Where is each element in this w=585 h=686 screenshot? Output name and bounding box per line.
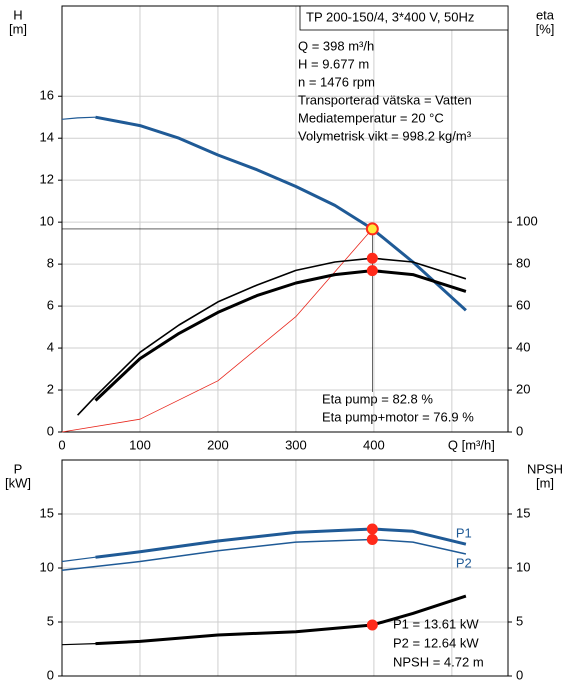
curve [95, 527, 467, 559]
y-tick-label: 16 [40, 88, 54, 103]
op-point [365, 222, 379, 236]
op-point [366, 265, 378, 277]
plot-frame [61, 459, 509, 677]
x-axis-label: Q [m³/h] [448, 437, 495, 452]
curve [61, 116, 96, 120]
annotation: P1 = 13.61 kW [393, 616, 479, 631]
op-point [366, 252, 378, 264]
annotation: Eta pump+motor = 76.9 % [322, 409, 474, 424]
op-point [366, 533, 378, 545]
y-tick-label: 0 [47, 423, 54, 438]
curve [77, 257, 467, 416]
x-tick-label: 400 [363, 437, 385, 452]
plot-frame [61, 5, 509, 433]
annotation: P2 = 12.64 kW [393, 635, 479, 650]
y-tick-label: 12 [40, 172, 54, 187]
y-tick-label: 0 [47, 667, 54, 682]
y2-tick-label: 5 [516, 613, 523, 628]
y-axis-title: P [14, 461, 23, 476]
y-tick-label: 2 [47, 381, 54, 396]
curve [95, 115, 467, 312]
x-tick-label: 100 [129, 437, 151, 452]
x-tick-label: 300 [285, 437, 307, 452]
info-line: Transporterad vätska = Vatten [298, 92, 472, 107]
curve [61, 643, 96, 646]
y-tick-label: 6 [47, 298, 54, 313]
y-tick-label: 5 [47, 613, 54, 628]
y2-tick-label: 10 [516, 559, 530, 574]
y2-axis-title: NPSH [527, 461, 563, 476]
y2-axis-title: eta [536, 7, 555, 22]
annotation: NPSH = 4.72 m [393, 654, 484, 669]
x-tick-label: 200 [207, 437, 229, 452]
y2-tick-label: 15 [516, 505, 530, 520]
y-axis-title: [kW] [5, 475, 31, 490]
y-tick-label: 15 [40, 505, 54, 520]
y2-tick-label: 0 [516, 667, 523, 682]
y2-axis-title: [%] [536, 21, 555, 36]
y2-tick-label: 60 [516, 298, 530, 313]
y-tick-label: 4 [47, 339, 54, 354]
info-line: H = 9.677 m [298, 56, 369, 71]
curve [61, 538, 467, 571]
y2-tick-label: 40 [516, 339, 530, 354]
y-tick-label: 10 [40, 559, 54, 574]
legend-label: P2 [456, 555, 472, 570]
op-point [366, 523, 378, 535]
curve [95, 594, 467, 646]
y-axis-title: H [13, 7, 22, 22]
chart-title: TP 200-150/4, 3*400 V, 50Hz [306, 9, 474, 24]
y-tick-label: 10 [40, 214, 54, 229]
curve [61, 556, 96, 563]
y-axis-title: [m] [9, 21, 27, 36]
curve [61, 228, 373, 433]
op-point [366, 619, 378, 631]
info-line: Mediatemperatur = 20 °C [298, 110, 444, 125]
info-line: Volymetrisk vikt = 998.2 kg/m³ [298, 128, 472, 143]
info-line: n = 1476 rpm [298, 74, 375, 89]
y2-tick-label: 0 [516, 423, 523, 438]
info-line: Q = 398 m³/h [298, 38, 374, 53]
y2-tick-label: 100 [516, 214, 538, 229]
y-tick-label: 8 [47, 256, 54, 271]
title-box [299, 5, 509, 31]
curve [94, 269, 467, 402]
legend-label: P1 [456, 526, 472, 541]
annotation: Eta pump = 82.8 % [322, 391, 433, 406]
y2-tick-label: 20 [516, 381, 530, 396]
y2-axis-title: [m] [536, 475, 554, 490]
x-tick-label: 0 [58, 437, 65, 452]
y2-tick-label: 80 [516, 256, 530, 271]
y-tick-label: 14 [40, 130, 54, 145]
